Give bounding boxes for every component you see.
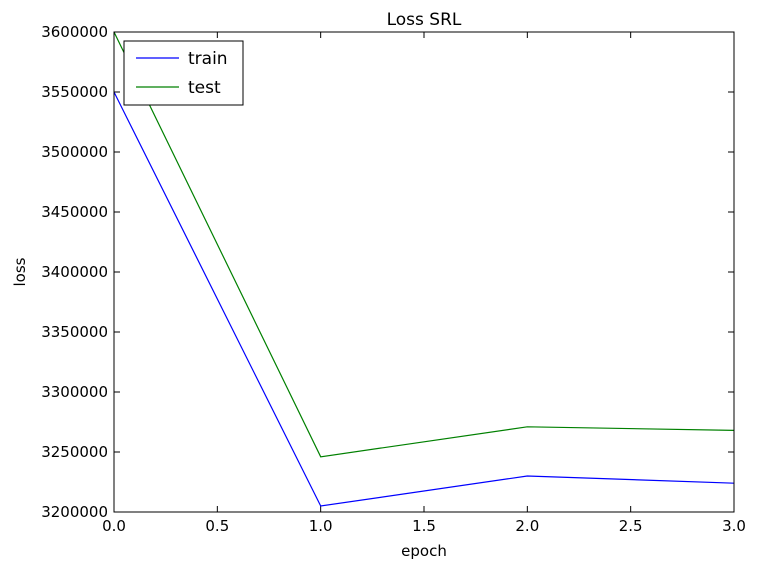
x-tick-label: 0.0 [102, 517, 126, 535]
legend-box [123, 40, 244, 106]
series-lines [113, 31, 735, 507]
y-tick-label: 3300000 [41, 383, 108, 401]
legend: train test [123, 40, 244, 106]
x-tick-label: 0.5 [205, 517, 229, 535]
y-tick-label: 3250000 [41, 443, 108, 461]
legend-label-train: train [188, 49, 228, 69]
x-tick-label: 1.5 [412, 517, 436, 535]
x-axis-label: epoch [401, 542, 447, 560]
x-tick-label: 3.0 [722, 517, 746, 535]
y-tick-label: 3400000 [41, 263, 108, 281]
y-axis-ticks: 3200000 3250000 3300000 3350000 3400000 34500… [41, 23, 734, 521]
y-tick-label: 3350000 [41, 323, 108, 341]
x-tick-label: 2.0 [515, 517, 539, 535]
y-axis-label: loss [11, 257, 29, 286]
y-tick-label: 3200000 [41, 503, 108, 521]
series-line-train [113, 91, 735, 507]
y-tick-label: 3500000 [41, 143, 108, 161]
legend-label-test: test [188, 78, 221, 98]
series-line-test [113, 31, 735, 458]
x-tick-label: 2.5 [619, 517, 643, 535]
y-tick-label: 3550000 [41, 83, 108, 101]
y-tick-label: 3450000 [41, 203, 108, 221]
x-tick-label: 1.0 [309, 517, 333, 535]
chart-title: Loss SRL [387, 10, 462, 30]
plot-frame [113, 31, 735, 513]
y-tick-label: 3600000 [41, 23, 108, 41]
x-axis-ticks: 0.0 0.5 1.0 1.5 2.0 2.5 3.0 [102, 32, 746, 535]
